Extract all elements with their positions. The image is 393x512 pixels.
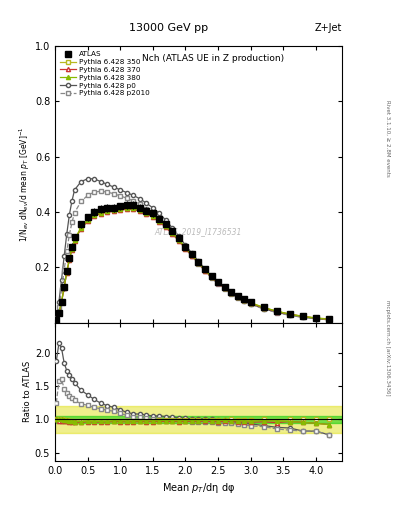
Text: Z+Jet: Z+Jet: [314, 23, 342, 33]
Text: ATLAS_2019_I1736531: ATLAS_2019_I1736531: [155, 227, 242, 236]
Text: mcplots.cern.ch [arXiv:1306.3436]: mcplots.cern.ch [arXiv:1306.3436]: [385, 301, 390, 396]
Text: Nch (ATLAS UE in Z production): Nch (ATLAS UE in Z production): [142, 54, 284, 63]
Y-axis label: 1/N$_{ev}$ dN$_{ev}$/d mean $p_T$ [GeV]$^{-1}$: 1/N$_{ev}$ dN$_{ev}$/d mean $p_T$ [GeV]$…: [18, 126, 32, 242]
Y-axis label: Ratio to ATLAS: Ratio to ATLAS: [23, 361, 32, 422]
Legend: ATLAS, Pythia 6.428 350, Pythia 6.428 370, Pythia 6.428 380, Pythia 6.428 p0, Py: ATLAS, Pythia 6.428 350, Pythia 6.428 37…: [59, 50, 151, 98]
X-axis label: Mean $p_T$/dη dφ: Mean $p_T$/dη dφ: [162, 481, 235, 495]
Text: Rivet 3.1.10, ≥ 2.8M events: Rivet 3.1.10, ≥ 2.8M events: [385, 100, 390, 177]
Text: 13000 GeV pp: 13000 GeV pp: [129, 23, 209, 33]
